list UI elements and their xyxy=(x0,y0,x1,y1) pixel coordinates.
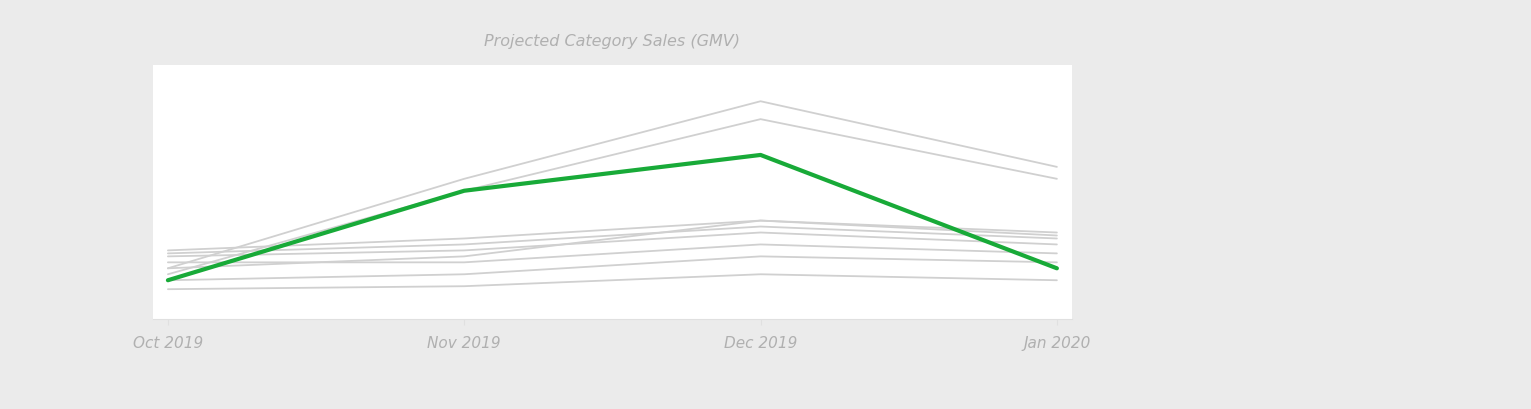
Title: Projected Category Sales (GMV): Projected Category Sales (GMV) xyxy=(484,34,741,49)
